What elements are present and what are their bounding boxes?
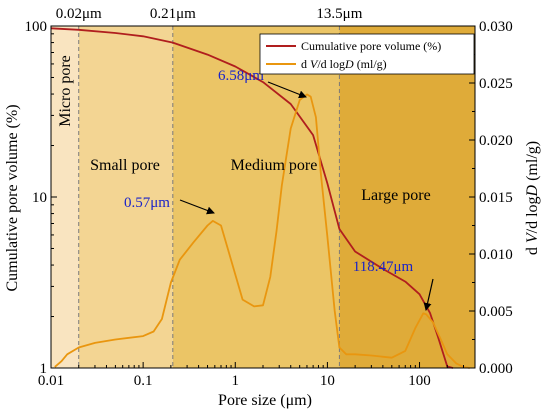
region-large-pore <box>339 26 475 368</box>
annotation-0-57-m: 0.57μm <box>124 195 170 211</box>
y-right-tick-label-0-020: 0.020 <box>479 133 513 149</box>
y-right-tick-label-0-030: 0.030 <box>479 19 513 35</box>
legend-label-cumulative: Cumulative pore volume (%) <box>301 39 441 53</box>
x-axis-title: Pore size (μm) <box>218 392 312 409</box>
x-tick-label-0-1: 0.1 <box>134 373 153 389</box>
annotation-arrow-0-57-m <box>179 199 215 215</box>
region-small-pore <box>78 26 173 368</box>
annotation-6-58-m: 6.58μm <box>218 68 264 84</box>
annotation-arrow-118-47-m <box>423 278 434 311</box>
region-label-small-pore: Small pore <box>90 157 160 174</box>
region-medium-pore <box>172 26 340 368</box>
top-label-0-02-m: 0.02μm <box>56 6 102 22</box>
x-tick-label-10: 10 <box>320 373 335 389</box>
y-left-tick-label-100: 100 <box>25 19 48 35</box>
ticks <box>50 25 476 369</box>
legend-box <box>259 33 475 75</box>
labels: Micro pore Small pore Medium pore Large por… <box>25 6 513 389</box>
x-tick-label-0-01: 0.01 <box>38 373 64 389</box>
top-label-13-5-m: 13.5μm <box>316 6 362 22</box>
region-label-micro-pore: Micro pore <box>57 55 74 127</box>
legend-label-dv-dlogd: d V/d logD (ml/g) <box>301 57 387 71</box>
y-right-tick-label-0-010: 0.010 <box>479 247 513 263</box>
series-line-d-v-d-logd-ml-g <box>54 93 470 369</box>
y-right-tick-label-0-015: 0.015 <box>479 190 513 206</box>
pore-regions <box>51 26 475 368</box>
y-right-tick-label-0-000: 0.000 <box>479 361 513 377</box>
y-axis-left-title: Cumulative pore volume (%) <box>4 104 21 291</box>
region-dividers <box>78 26 340 368</box>
y-axis-right-title: d V/d logD (ml/g) <box>524 141 541 255</box>
annotation-arrows <box>179 81 434 311</box>
y-right-tick-label-0-005: 0.005 <box>479 304 513 320</box>
y-right-tick-label-0-025: 0.025 <box>479 76 513 92</box>
region-label-medium-pore: Medium pore <box>231 157 318 174</box>
x-tick-label-1: 1 <box>232 373 240 389</box>
annotation-arrow-6-58-m <box>267 81 307 99</box>
y-left-tick-label-10: 10 <box>32 190 47 206</box>
region-label-large-pore: Large pore <box>361 187 430 204</box>
y-left-tick-label-1: 1 <box>40 361 48 377</box>
x-tick-label-100: 100 <box>408 373 431 389</box>
legend: Cumulative pore volume (%) d V/d logD (m… <box>259 33 475 75</box>
top-label-0-21-m: 0.21μm <box>150 6 196 22</box>
annotation-118-47-m: 118.47μm <box>353 259 414 275</box>
